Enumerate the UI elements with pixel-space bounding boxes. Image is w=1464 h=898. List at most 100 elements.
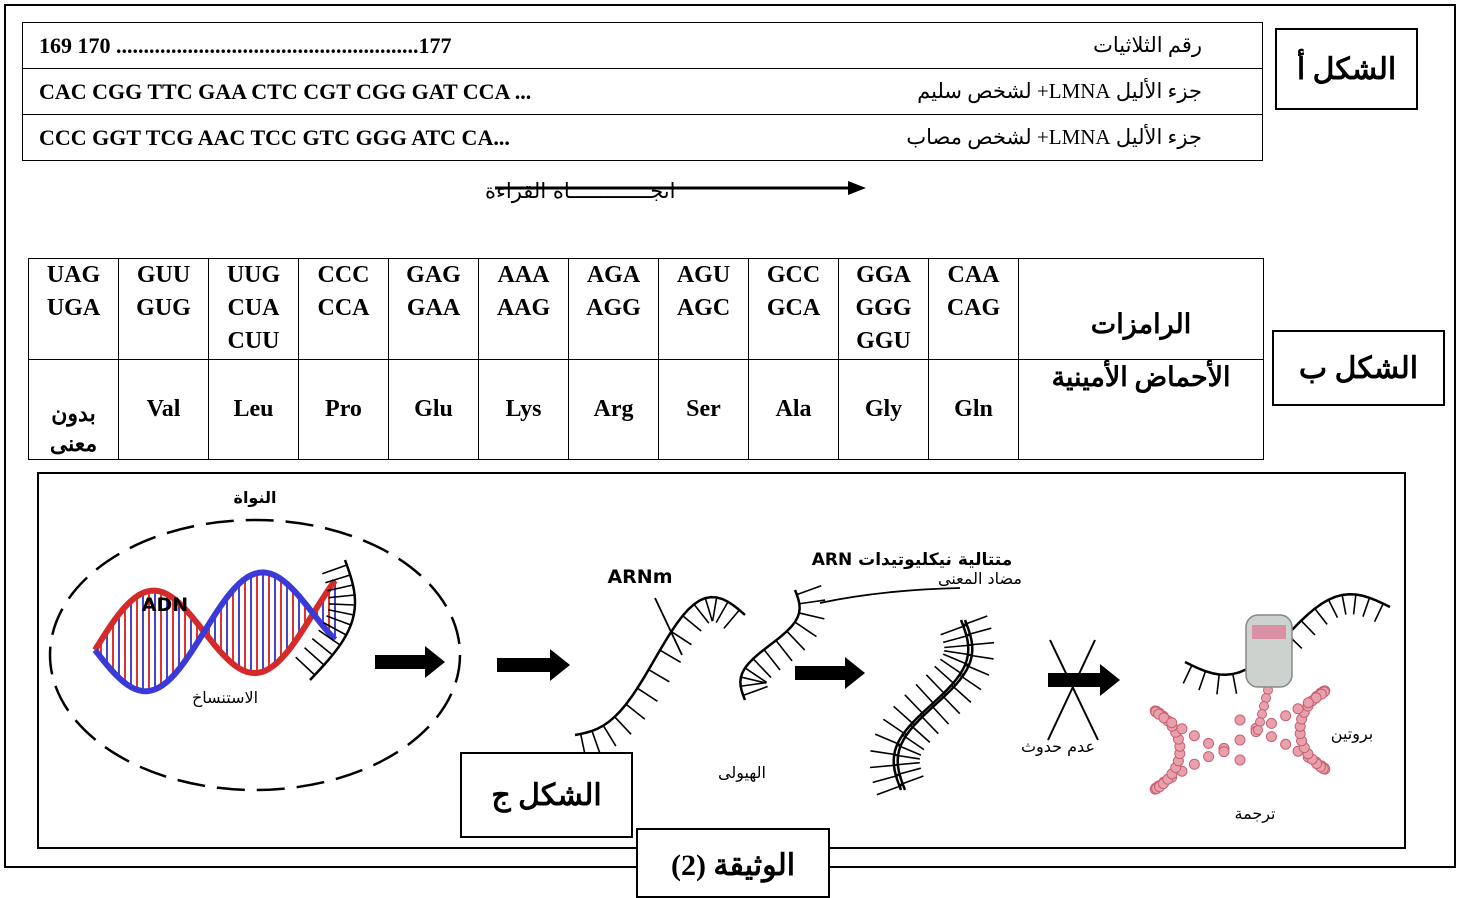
row-label: جزء الأليل LMNA+ لشخص سليم — [751, 68, 1263, 115]
sequence: CCC GGT TCG AAC TCC GTC GGG ATC CA... — [21, 114, 752, 161]
protein-bead — [1302, 697, 1314, 709]
strand-tick — [893, 754, 920, 760]
strand-tick — [328, 608, 354, 616]
strand-tick — [328, 603, 356, 606]
amino-acid: Lys — [478, 359, 569, 460]
strand-tick — [893, 761, 920, 766]
strand-tick — [898, 775, 924, 786]
codon: GGG — [855, 295, 912, 321]
strand-tick — [930, 704, 950, 725]
strand-tick — [909, 724, 931, 743]
protein-bead — [1253, 725, 1263, 735]
strand-tick — [893, 705, 916, 726]
protein-bead — [1310, 692, 1322, 704]
amino-acid: Ala — [748, 359, 839, 460]
reading-direction: اتجـــــــــــــاه القراءة — [485, 179, 675, 204]
strand-tick — [711, 597, 718, 622]
codon: GUU — [136, 262, 191, 288]
strand-tick — [602, 725, 617, 747]
protein-bead — [1203, 737, 1215, 749]
reading-arrow-head — [848, 181, 866, 195]
protein-bead — [1203, 751, 1215, 763]
strand-tick — [1198, 670, 1207, 691]
strand-tick — [925, 674, 947, 696]
protein-bead — [1188, 758, 1200, 770]
protein-bead — [1166, 717, 1178, 729]
strand-tick — [1341, 594, 1347, 615]
codon: UGA — [46, 295, 101, 321]
triplet-numbers: 169 170 ................................… — [21, 22, 752, 69]
strand-tick — [896, 744, 922, 756]
amino-acid: Glu — [388, 359, 479, 460]
cross — [1047, 639, 1096, 741]
amino-header: الأحماض الأمينية — [1018, 359, 1264, 460]
arrow — [1048, 664, 1120, 696]
figure-c-frame — [37, 472, 1406, 849]
transcription-label: الاستنساخ — [192, 688, 258, 708]
codon: GAA — [406, 295, 461, 321]
amino-acid: Ser — [658, 359, 749, 460]
codon: AGG — [586, 295, 641, 321]
codon: UUG — [226, 262, 281, 288]
protein-bead — [1292, 703, 1304, 715]
strand-tick — [740, 676, 767, 684]
strand-tick — [304, 647, 325, 666]
codon-cell: GCC GCA — [748, 258, 839, 360]
amino-acid: Arg — [568, 359, 659, 460]
strand-tick — [327, 584, 354, 592]
strand-tick — [682, 615, 702, 632]
strand-tick — [1373, 603, 1384, 623]
protein-bead — [1158, 712, 1170, 724]
strand-tick — [1182, 665, 1193, 684]
antisense-strand — [739, 589, 801, 701]
strand-tick — [796, 584, 822, 596]
strand-tick — [752, 658, 772, 679]
arrow — [375, 646, 445, 678]
codon-cell: GUU GUG — [118, 258, 209, 360]
pointer — [819, 587, 961, 604]
codon: CUA — [227, 295, 280, 321]
strand-tick — [723, 609, 740, 629]
strand-tick — [625, 703, 646, 720]
codon: CCC — [317, 262, 370, 288]
strand-tick — [962, 615, 988, 626]
codon: CAA — [947, 262, 1000, 288]
codon: CCA — [317, 295, 370, 321]
strand-tick — [325, 574, 351, 584]
strand-tick — [967, 654, 994, 660]
amino-acid: Val — [118, 359, 209, 460]
figure-a-table: 169 170 ................................… — [21, 22, 1263, 161]
dna-label: ADN — [142, 594, 188, 616]
antisense-label: مضاد المعنى — [938, 569, 1022, 588]
strand-tick — [882, 718, 907, 736]
protein-bead — [1265, 731, 1277, 743]
strand-tick — [1216, 674, 1220, 695]
codon-cell: UAG UGA — [28, 258, 119, 360]
protein-bead — [1234, 714, 1246, 726]
strand-tick — [950, 684, 972, 703]
strand-tick — [966, 627, 992, 636]
strand-tick — [915, 683, 936, 706]
strand-tick — [895, 767, 922, 776]
arrow — [497, 649, 570, 681]
strand-tick — [704, 597, 714, 622]
codon: AGA — [586, 262, 641, 288]
codon: GCC — [766, 262, 821, 288]
mrna-label: ARNm — [607, 566, 672, 588]
codon-cell: CAA CAG — [928, 258, 1019, 360]
strand-tick — [311, 638, 334, 656]
illustration — [92, 559, 1391, 796]
strand-tick — [919, 714, 939, 735]
strand-tick — [591, 730, 601, 754]
strand-tick — [794, 621, 817, 638]
strand-tick — [1352, 594, 1357, 615]
codon: CUU — [227, 328, 280, 354]
protein-bead — [1280, 710, 1292, 722]
codon: GAG — [406, 262, 461, 288]
codon-cell: AAA AAG — [478, 258, 569, 360]
strand-tick — [614, 716, 632, 735]
codon-cell: CCC CCA — [298, 258, 389, 360]
amino-acid: Pro — [298, 359, 389, 460]
antisense-label: متتالية نيكليوتيدات ARN — [812, 550, 1013, 570]
strand-tick — [964, 664, 990, 676]
